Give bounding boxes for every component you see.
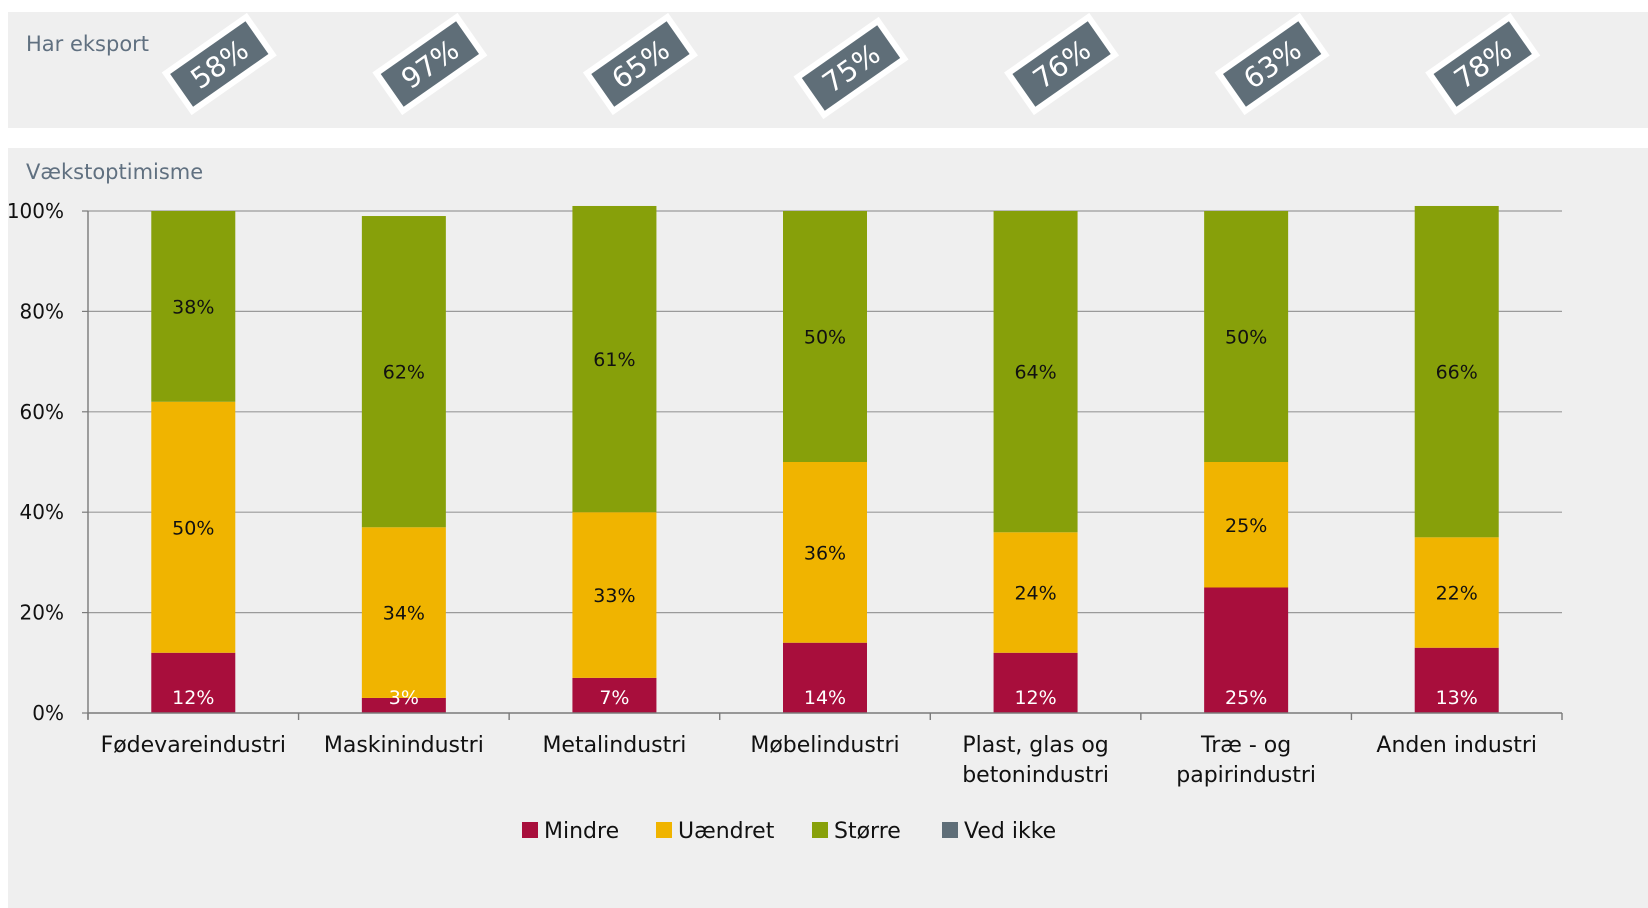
data-label: 50% [804,327,846,349]
data-label: 24% [1014,583,1056,605]
bar-segment [361,527,446,698]
data-label: 34% [383,603,425,625]
bar-segment [993,532,1078,653]
bar-segment [1204,462,1289,588]
data-label: 64% [1014,362,1056,384]
legend-item: Mindre [522,819,619,844]
data-label: 36% [804,542,846,564]
export-badge: 75% [793,16,909,120]
x-category-label: betonindustri [962,763,1109,788]
export-badge-fill [1222,21,1322,107]
legend-label: Større [834,819,901,844]
export-badge-fill [170,21,269,107]
x-category-label: Metalindustri [542,733,686,758]
export-badge-fill [591,21,690,107]
export-panel-title: Har eksport [26,32,150,56]
legend-label: Uændret [678,819,775,844]
bar-segment [151,211,236,402]
export-badges: 58% 97% 65% 75% 76% 63% 78% [161,12,1541,120]
y-tick-label: 0% [32,701,64,725]
axes: 0% 20% 40% 60% 80% 100% Fødevareindustri Maskin… [7,199,1563,788]
x-category-label: Træ - og [1200,733,1291,758]
data-label: 12% [1014,687,1056,709]
bar-segment [993,652,1078,713]
bar-segment [572,512,657,678]
bar-segment [572,677,657,713]
x-category-label: Maskinindustri [324,733,484,758]
legend-swatch [942,822,958,838]
data-label: 3% [389,687,419,709]
legend-swatch [656,822,672,838]
data-label: 66% [1436,362,1478,384]
bar-segment [783,462,867,643]
legend-swatch [812,822,828,838]
legend-label: Ved ikke [964,819,1056,844]
chart-panel-title: Vækstoptimisme [26,160,204,184]
export-badge-fill [1012,21,1111,107]
legend: Mindre Uændret Større Ved ikke [522,819,1056,844]
y-tick-label: 40% [20,500,64,524]
x-category-label: Plast, glas og [962,733,1108,758]
data-label: 50% [1225,327,1267,349]
export-badge-fill [1433,21,1532,107]
data-label: 62% [383,362,425,384]
data-label: 12% [172,687,214,709]
bar-segment [993,211,1078,533]
data-label: 33% [593,585,635,607]
data-label: 22% [1436,583,1478,605]
bar-segment [572,205,657,513]
legend-item: Større [812,819,901,844]
x-category-label: Fødevareindustri [101,733,286,758]
export-badge-fill [380,21,480,107]
legend-swatch [522,822,538,838]
export-badge: 65% [582,12,698,116]
bars: 12% 50% 38% 3% 34% 62% 7% 33% 61% 14% 36% 50% 12% 24%… [151,205,1499,713]
bar-segment [361,216,446,528]
export-badge-fill [801,25,901,111]
bar-segment [151,401,236,653]
export-badge: 97% [372,12,488,116]
export-badge: 63% [1214,12,1330,116]
legend-item: Uændret [656,819,775,844]
data-label: 25% [1225,687,1267,709]
y-tick-label: 100% [7,199,64,223]
data-label: 50% [172,517,214,539]
export-badge: 58% [161,12,277,116]
bar-segment [1204,587,1289,713]
y-tick-label: 80% [20,299,64,323]
bar-segment [1414,537,1499,648]
data-label: 7% [599,687,629,709]
x-category-label: Anden industri [1376,733,1537,758]
bar-segment [1414,647,1499,713]
data-label: 25% [1225,515,1267,537]
data-label: 38% [172,296,214,318]
legend-item: Ved ikke [942,819,1056,844]
bar-segment [1204,211,1289,462]
bar-segment [783,211,867,462]
data-label: 61% [593,349,635,371]
data-label: 13% [1436,687,1478,709]
bar-segment [783,642,867,713]
y-tick-label: 20% [20,601,64,625]
export-badge: 76% [1004,12,1120,116]
bar-segment [1414,205,1499,538]
legend-label: Mindre [544,819,619,844]
x-category-label: Møbelindustri [750,733,899,758]
data-label: 14% [804,687,846,709]
bar-segment [361,697,446,713]
bar-segment [151,652,236,713]
x-category-label: papirindustri [1176,763,1316,788]
y-tick-label: 60% [20,400,64,424]
export-badge: 78% [1425,12,1541,116]
